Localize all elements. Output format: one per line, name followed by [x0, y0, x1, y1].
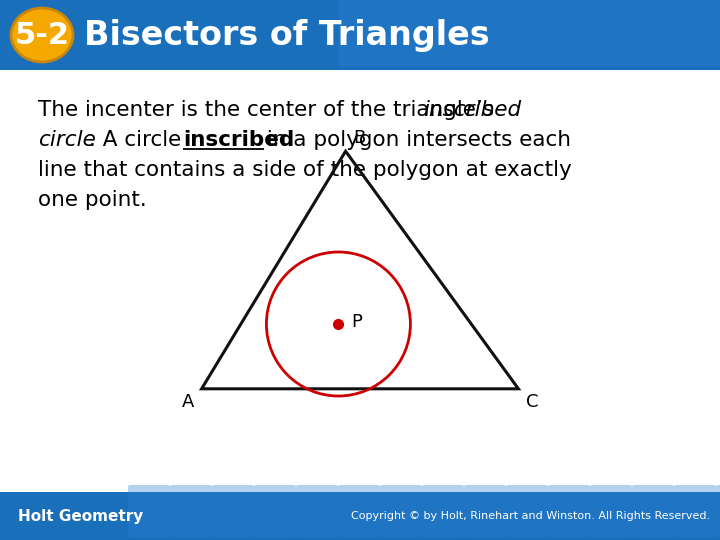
- FancyBboxPatch shape: [212, 511, 254, 537]
- FancyBboxPatch shape: [380, 0, 422, 15]
- FancyBboxPatch shape: [674, 41, 716, 67]
- FancyBboxPatch shape: [380, 41, 422, 67]
- FancyBboxPatch shape: [464, 485, 506, 511]
- Text: inscribed: inscribed: [423, 100, 521, 120]
- FancyBboxPatch shape: [170, 511, 212, 537]
- FancyBboxPatch shape: [212, 485, 254, 511]
- FancyBboxPatch shape: [296, 485, 338, 511]
- Text: Bisectors of Triangles: Bisectors of Triangles: [84, 18, 490, 51]
- FancyBboxPatch shape: [506, 485, 548, 511]
- Text: line that contains a side of the polygon at exactly: line that contains a side of the polygon…: [38, 160, 572, 180]
- FancyBboxPatch shape: [506, 0, 548, 15]
- FancyBboxPatch shape: [716, 41, 720, 67]
- FancyBboxPatch shape: [170, 485, 212, 511]
- FancyBboxPatch shape: [422, 0, 464, 15]
- Text: inscribed: inscribed: [184, 130, 294, 150]
- FancyBboxPatch shape: [0, 0, 720, 70]
- FancyBboxPatch shape: [674, 485, 716, 511]
- FancyBboxPatch shape: [632, 15, 674, 41]
- FancyBboxPatch shape: [422, 41, 464, 67]
- Text: . A circle: . A circle: [89, 130, 189, 150]
- FancyBboxPatch shape: [548, 15, 590, 41]
- FancyBboxPatch shape: [674, 511, 716, 537]
- Text: 5-2: 5-2: [14, 21, 70, 50]
- FancyBboxPatch shape: [254, 485, 296, 511]
- FancyBboxPatch shape: [632, 485, 674, 511]
- FancyBboxPatch shape: [380, 511, 422, 537]
- Text: one point.: one point.: [38, 190, 147, 210]
- FancyBboxPatch shape: [254, 511, 296, 537]
- FancyBboxPatch shape: [422, 485, 464, 511]
- FancyBboxPatch shape: [716, 0, 720, 15]
- FancyBboxPatch shape: [506, 511, 548, 537]
- FancyBboxPatch shape: [590, 485, 632, 511]
- FancyBboxPatch shape: [590, 511, 632, 537]
- FancyBboxPatch shape: [674, 0, 716, 15]
- FancyBboxPatch shape: [0, 492, 720, 540]
- Text: in a polygon intersects each: in a polygon intersects each: [261, 130, 571, 150]
- Text: B: B: [354, 129, 366, 147]
- FancyBboxPatch shape: [380, 485, 422, 511]
- FancyBboxPatch shape: [548, 41, 590, 67]
- FancyBboxPatch shape: [716, 485, 720, 511]
- FancyBboxPatch shape: [464, 15, 506, 41]
- FancyBboxPatch shape: [296, 511, 338, 537]
- FancyBboxPatch shape: [128, 485, 170, 511]
- FancyBboxPatch shape: [632, 511, 674, 537]
- Ellipse shape: [11, 8, 73, 62]
- FancyBboxPatch shape: [716, 511, 720, 537]
- FancyBboxPatch shape: [422, 511, 464, 537]
- FancyBboxPatch shape: [590, 15, 632, 41]
- FancyBboxPatch shape: [590, 41, 632, 67]
- FancyBboxPatch shape: [674, 15, 716, 41]
- FancyBboxPatch shape: [422, 15, 464, 41]
- FancyBboxPatch shape: [548, 0, 590, 15]
- Text: Copyright © by Holt, Rinehart and Winston. All Rights Reserved.: Copyright © by Holt, Rinehart and Winsto…: [351, 511, 710, 521]
- FancyBboxPatch shape: [464, 0, 506, 15]
- Text: C: C: [526, 393, 539, 411]
- FancyBboxPatch shape: [716, 15, 720, 41]
- Text: A: A: [181, 393, 194, 411]
- FancyBboxPatch shape: [338, 511, 380, 537]
- FancyBboxPatch shape: [128, 511, 170, 537]
- FancyBboxPatch shape: [464, 511, 506, 537]
- FancyBboxPatch shape: [632, 41, 674, 67]
- Text: Holt Geometry: Holt Geometry: [18, 509, 143, 523]
- FancyBboxPatch shape: [548, 511, 590, 537]
- Text: P: P: [351, 313, 362, 331]
- Text: circle: circle: [38, 130, 96, 150]
- FancyBboxPatch shape: [632, 0, 674, 15]
- Text: The incenter is the center of the triangle’s: The incenter is the center of the triang…: [38, 100, 501, 120]
- FancyBboxPatch shape: [338, 15, 380, 41]
- FancyBboxPatch shape: [506, 15, 548, 41]
- FancyBboxPatch shape: [464, 41, 506, 67]
- FancyBboxPatch shape: [338, 485, 380, 511]
- FancyBboxPatch shape: [548, 485, 590, 511]
- FancyBboxPatch shape: [506, 41, 548, 67]
- FancyBboxPatch shape: [338, 0, 380, 15]
- FancyBboxPatch shape: [590, 0, 632, 15]
- FancyBboxPatch shape: [380, 15, 422, 41]
- FancyBboxPatch shape: [338, 41, 380, 67]
